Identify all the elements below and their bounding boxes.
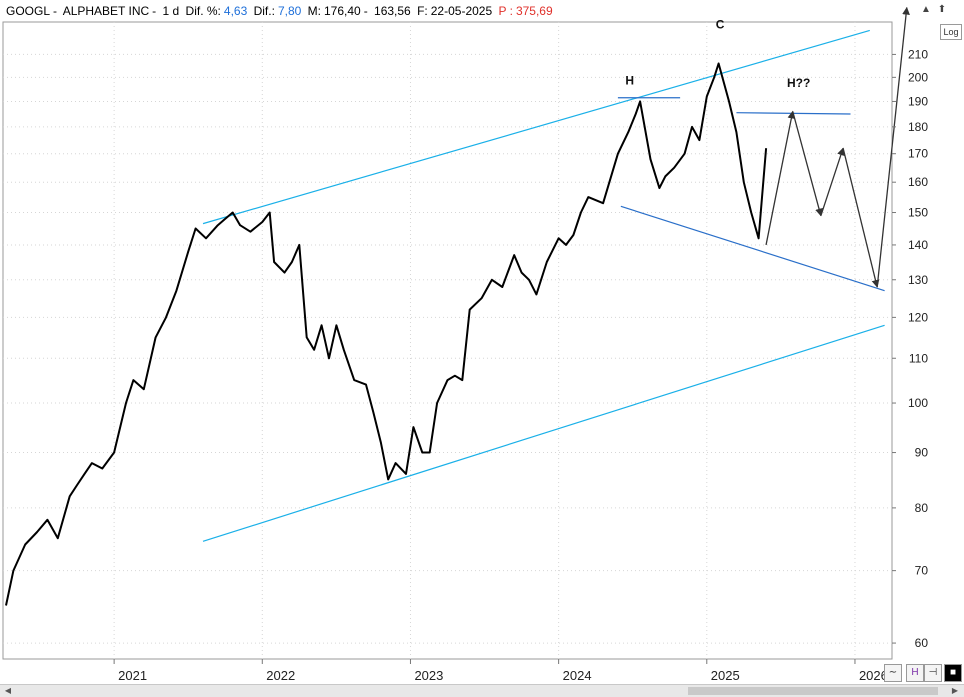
x-tick-label: 2026 bbox=[859, 668, 888, 683]
x-tick-label: 2023 bbox=[414, 668, 443, 683]
y-tick-label: 180 bbox=[908, 120, 928, 134]
y-tick-label: 80 bbox=[915, 501, 929, 515]
projection-arrow bbox=[842, 148, 880, 288]
company-name: ALPHABET INC bbox=[62, 4, 150, 18]
y-tick-label: 60 bbox=[915, 636, 929, 650]
x-axis: 2021 2022 2023 2024 2025 2026 bbox=[113, 659, 888, 683]
scroll-left-icon[interactable]: ◀ bbox=[4, 686, 12, 695]
y-tick-label: 170 bbox=[908, 147, 928, 161]
dif-pct-value: 4,63 bbox=[223, 4, 248, 18]
date-label: F: bbox=[417, 4, 428, 18]
channel-lower-line bbox=[202, 324, 885, 542]
dif-label: Dif.: bbox=[253, 4, 275, 18]
y-tick-label: 100 bbox=[908, 396, 928, 410]
y-tick-label: 160 bbox=[908, 175, 928, 189]
y-tick-label: 200 bbox=[908, 70, 928, 84]
y-axis: 60 70 80 90 100 110 120 130 140 150 160 170 180 190 20… bbox=[892, 47, 928, 650]
p-value: 375,69 bbox=[515, 4, 553, 18]
max-value: 176,40 bbox=[323, 4, 361, 18]
y-tick-label: 120 bbox=[908, 310, 928, 324]
support-trendline bbox=[620, 205, 885, 292]
max-label: M: bbox=[307, 4, 321, 18]
dif-pct-label: Dif. %: bbox=[185, 4, 221, 18]
series-layer bbox=[5, 62, 768, 606]
projection-arrow bbox=[876, 6, 910, 288]
plot-frame bbox=[2, 21, 893, 660]
expand-icon[interactable]: ⬆ bbox=[937, 4, 947, 15]
scroll-up-icon[interactable]: ▲ bbox=[921, 4, 931, 15]
y-tick-label: 70 bbox=[915, 564, 929, 578]
channel-upper-line bbox=[202, 29, 870, 225]
p-label: P : bbox=[498, 4, 513, 18]
chart-header: GOOGL - ALPHABET INC - 1 d Dif. %: 4,63 Dif… bbox=[0, 0, 964, 22]
scroll-right-icon[interactable]: ▶ bbox=[951, 686, 959, 695]
projection-arrow bbox=[792, 111, 823, 217]
ticker: GOOGL bbox=[6, 4, 51, 18]
annotation-layer: H C H?? bbox=[625, 6, 910, 288]
annotation-label: H bbox=[625, 73, 634, 87]
x-tick-label: 2022 bbox=[266, 668, 295, 683]
projection-arrow bbox=[765, 110, 796, 246]
dif-value: 7,80 bbox=[277, 4, 302, 18]
y-tick-label: 130 bbox=[908, 273, 928, 287]
min-value: 163,56 bbox=[374, 4, 411, 18]
y-tick-label: 190 bbox=[908, 94, 928, 108]
flag-tool-icon[interactable]: ⊣ bbox=[924, 664, 942, 682]
y-tick-label: 210 bbox=[908, 47, 928, 61]
y-tick-label: 110 bbox=[909, 351, 928, 365]
date-value: 22-05-2025 bbox=[430, 4, 493, 18]
hline-tool-icon[interactable]: H bbox=[906, 664, 924, 682]
interval: 1 d bbox=[162, 4, 180, 18]
price-series-line bbox=[5, 62, 768, 606]
x-tick-label: 2021 bbox=[118, 668, 147, 683]
y-tick-label: 150 bbox=[908, 206, 928, 220]
grid-layer bbox=[3, 22, 892, 659]
log-scale-button[interactable]: Log bbox=[940, 24, 962, 40]
horizontal-scrollbar[interactable]: ◀ ▶ bbox=[0, 684, 964, 697]
x-tick-label: 2025 bbox=[711, 668, 740, 683]
projection-arrow bbox=[820, 147, 845, 216]
annotation-label: C bbox=[716, 17, 725, 31]
y-tick-label: 90 bbox=[915, 446, 929, 460]
y-tick-label: 140 bbox=[908, 238, 928, 252]
scrollbar-thumb[interactable] bbox=[688, 687, 938, 695]
overlay-layer bbox=[202, 29, 885, 542]
square-tool-icon[interactable]: ■ bbox=[944, 664, 962, 682]
line-tool-icon[interactable]: ∼ bbox=[884, 664, 902, 682]
x-tick-label: 2024 bbox=[563, 668, 592, 683]
annotation-label: H?? bbox=[787, 76, 810, 90]
